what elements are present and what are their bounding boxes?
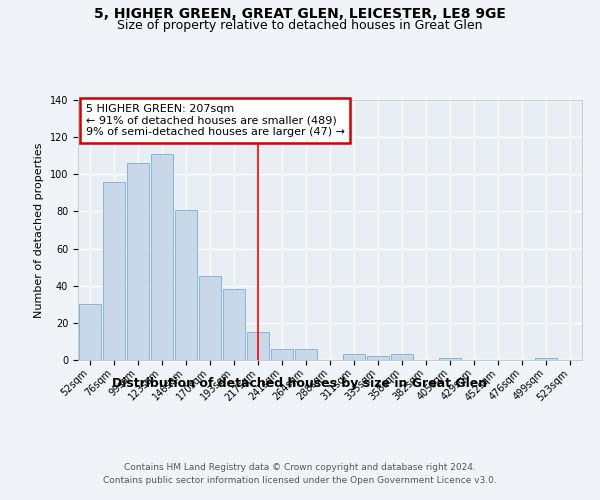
- Text: Contains HM Land Registry data © Crown copyright and database right 2024.: Contains HM Land Registry data © Crown c…: [124, 462, 476, 471]
- Text: 5, HIGHER GREEN, GREAT GLEN, LEICESTER, LE8 9GE: 5, HIGHER GREEN, GREAT GLEN, LEICESTER, …: [94, 8, 506, 22]
- Bar: [223, 290, 245, 360]
- Bar: [391, 354, 413, 360]
- Bar: [127, 163, 149, 360]
- Bar: [79, 304, 101, 360]
- Bar: [151, 154, 173, 360]
- Bar: [103, 182, 125, 360]
- Text: 5 HIGHER GREEN: 207sqm
← 91% of detached houses are smaller (489)
9% of semi-det: 5 HIGHER GREEN: 207sqm ← 91% of detached…: [86, 104, 344, 137]
- Bar: [367, 356, 389, 360]
- Text: Contains public sector information licensed under the Open Government Licence v3: Contains public sector information licen…: [103, 476, 497, 485]
- Text: Size of property relative to detached houses in Great Glen: Size of property relative to detached ho…: [117, 19, 483, 32]
- Bar: [199, 276, 221, 360]
- Bar: [175, 210, 197, 360]
- Bar: [535, 358, 557, 360]
- Bar: [247, 332, 269, 360]
- Bar: [295, 349, 317, 360]
- Bar: [271, 349, 293, 360]
- Text: Distribution of detached houses by size in Great Glen: Distribution of detached houses by size …: [112, 378, 488, 390]
- Bar: [439, 358, 461, 360]
- Bar: [343, 354, 365, 360]
- Y-axis label: Number of detached properties: Number of detached properties: [34, 142, 44, 318]
